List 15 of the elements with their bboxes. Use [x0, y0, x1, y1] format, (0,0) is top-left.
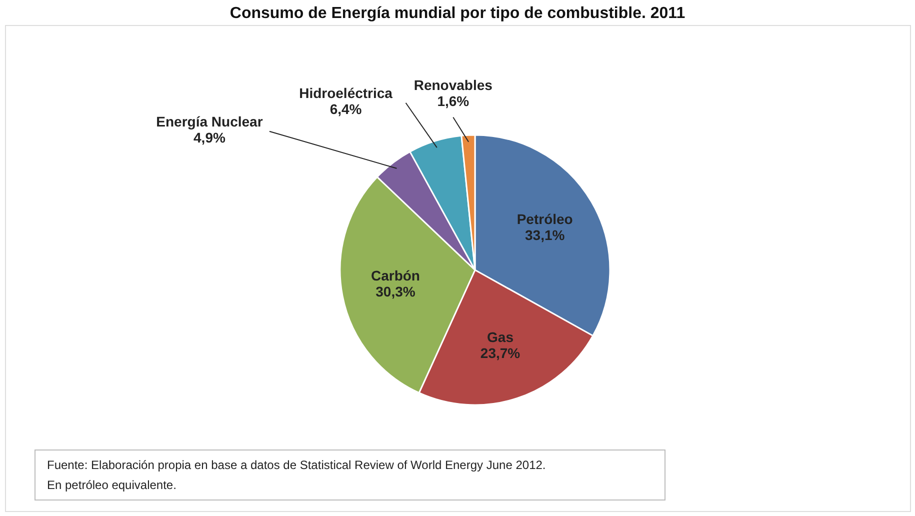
- chart-title: Consumo de Energía mundial por tipo de combustible. 2011: [230, 5, 686, 22]
- slice-label: Carbón: [370, 267, 420, 284]
- slice-label: Energía Nuclear: [156, 113, 264, 130]
- data-label: 33,1%: [525, 226, 566, 243]
- text: En petróleo equivalente.: [47, 478, 176, 492]
- slice-label: Renovables: [414, 77, 493, 94]
- data-label: 23,7%: [480, 344, 521, 361]
- slice-label: Hidroeléctrica: [299, 84, 393, 101]
- source-note: Fuente: Elaboración propia en base a datos de Statistical Review of World Energy June 2012.: [47, 458, 546, 472]
- data-label: 30,3%: [376, 283, 416, 300]
- slice-label: Petróleo: [516, 210, 573, 227]
- slice-label: Gas: [487, 328, 514, 345]
- data-label: 6,4%: [330, 100, 362, 117]
- data-label: 4,9%: [194, 129, 226, 146]
- data-label: 1,6%: [437, 93, 470, 110]
